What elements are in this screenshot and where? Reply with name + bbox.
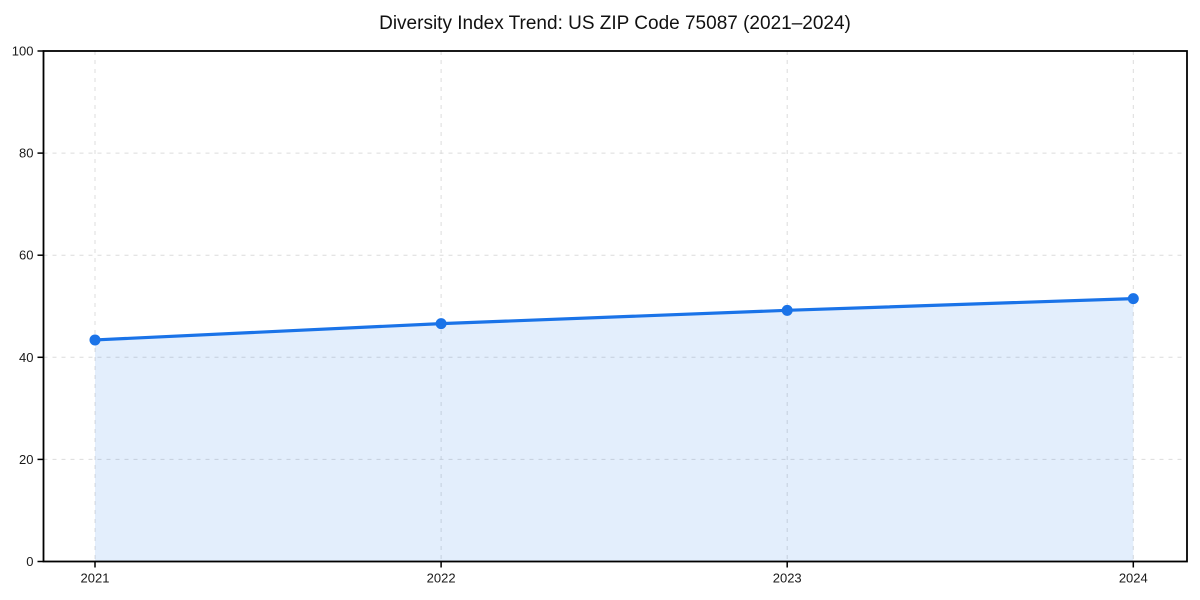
data-point-2024	[1127, 293, 1139, 305]
trend-line	[93, 296, 1135, 342]
y-tick-label: 80	[19, 146, 33, 161]
area-fill	[95, 298, 1134, 562]
y-tick-label: 40	[19, 350, 33, 365]
data-point-2022	[435, 318, 447, 330]
x-tick-label: 2021	[81, 571, 110, 586]
y-tick-label: 0	[26, 554, 33, 569]
plot-border	[42, 50, 1188, 563]
y-tick-label: 60	[19, 248, 33, 263]
y-tick-label: 20	[19, 452, 33, 467]
x-tick-label: 2023	[773, 571, 802, 586]
x-tick-label: 2022	[427, 571, 456, 586]
data-point-2021	[89, 334, 101, 346]
y-tick-label: 100	[12, 44, 34, 59]
data-point-2023	[781, 304, 793, 316]
x-tick-label: 2024	[1119, 571, 1148, 586]
chart-title: Diversity Index Trend: US ZIP Code 75087…	[379, 13, 851, 34]
